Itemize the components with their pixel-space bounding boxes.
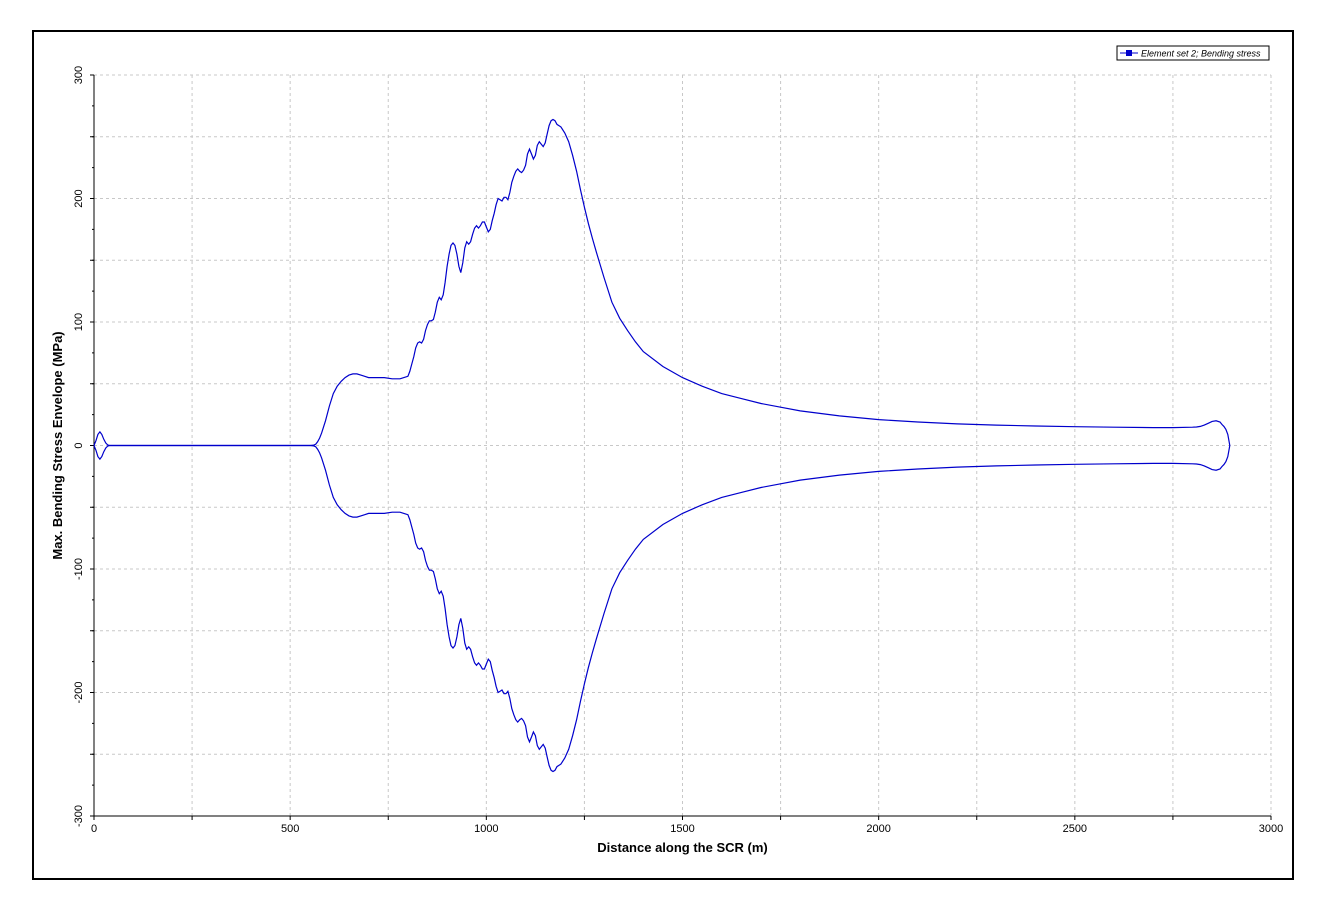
x-tick-label: 2500	[1063, 823, 1087, 835]
x-tick-label: 500	[281, 823, 299, 835]
y-tick-label: 0	[73, 442, 85, 448]
y-tick-label: -200	[73, 681, 85, 703]
x-axis-title: Distance along the SCR (m)	[597, 840, 767, 855]
x-tick-label: 1500	[670, 823, 694, 835]
chart-frame: 0 500 1000 1500 2000 2500 3000 300 200 100 0 -100 -2…	[32, 30, 1294, 880]
legend-box	[1116, 45, 1270, 61]
y-tick-label: -300	[73, 805, 85, 827]
legend: Element set 2; Bending stress	[1116, 45, 1270, 61]
series-layer	[93, 118, 1231, 773]
x-tick-label: 2000	[866, 823, 890, 835]
y-axis-title: Max. Bending Stress Envelope (MPa)	[50, 331, 65, 559]
legend-entry-label: Element set 2; Bending stress	[1141, 49, 1261, 59]
y-tick-label: -100	[73, 558, 85, 580]
grid-lines	[94, 74, 1272, 816]
y-tick-label: 300	[73, 66, 85, 84]
x-tick-label: 3000	[1259, 823, 1283, 835]
series-upper-envelope-line	[93, 118, 1231, 447]
x-tick-label: 0	[91, 823, 97, 835]
y-tick-label: 200	[73, 189, 85, 207]
series-lower-envelope-line	[93, 444, 1231, 773]
x-tick-label: 1000	[474, 823, 498, 835]
y-tick-label: 100	[73, 313, 85, 331]
axes: 0 500 1000 1500 2000 2500 30003002001000-100-2…	[73, 66, 1283, 835]
legend-marker-square	[1126, 50, 1132, 56]
bending-stress-chart: 0 500 1000 1500 2000 2500 30003002001000-100-2…	[50, 45, 1283, 855]
